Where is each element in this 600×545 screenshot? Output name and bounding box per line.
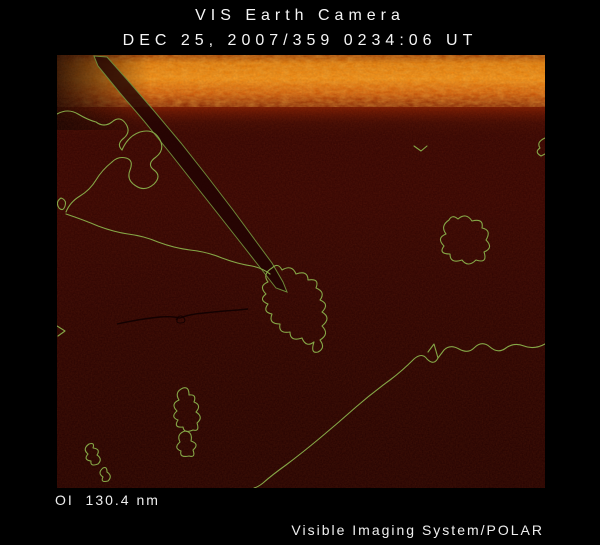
coastline-segment (261, 264, 328, 353)
coastline-segment (439, 215, 491, 265)
coastline-segment (176, 430, 197, 457)
coastline-segment (84, 442, 101, 466)
wavelength-label: OI 130.4 nm (55, 492, 160, 508)
coastline-segment (65, 161, 113, 213)
coastline-segment (57, 197, 67, 211)
coastline-segment (536, 137, 545, 157)
coastline-segment (253, 343, 545, 488)
coastline-segment (111, 130, 163, 190)
camera-image (57, 55, 545, 488)
image-dark-speckle (57, 55, 545, 488)
instrument-label: Visible Imaging System/POLAR (291, 522, 544, 538)
coastline-segment (65, 213, 271, 275)
page-title: VIS Earth Camera (195, 7, 405, 24)
streak-loop-mark (175, 315, 186, 324)
coastline-segment (57, 325, 66, 337)
dark-streak-artifact (116, 308, 249, 325)
credits-block: Visible Imaging System/POLAR The Univers… (256, 488, 544, 545)
coastline-segment (413, 145, 428, 152)
coastline-segment (57, 110, 129, 151)
coastline-segment (99, 466, 111, 483)
timestamp-label: DEC 25, 2007/359 0234:06 UT (122, 32, 478, 49)
coastline-segment (173, 387, 201, 433)
coastline-segment (427, 343, 439, 359)
streak-line (116, 308, 249, 325)
coastline-overlay (57, 110, 545, 488)
camera-image-canvas (57, 55, 545, 488)
